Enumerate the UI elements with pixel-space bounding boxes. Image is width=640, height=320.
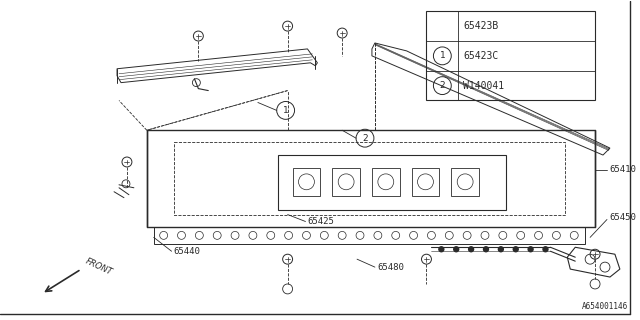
Circle shape bbox=[543, 247, 548, 252]
Circle shape bbox=[528, 247, 533, 252]
Text: 65440: 65440 bbox=[173, 247, 200, 256]
Text: 65410: 65410 bbox=[609, 165, 636, 174]
Bar bbox=[426, 11, 595, 100]
Text: 1: 1 bbox=[283, 106, 289, 115]
Bar bbox=[332, 168, 360, 196]
Circle shape bbox=[513, 247, 518, 252]
Bar bbox=[451, 168, 479, 196]
Text: A654001146: A654001146 bbox=[582, 302, 628, 311]
Text: 2: 2 bbox=[440, 81, 445, 90]
Text: 1: 1 bbox=[440, 52, 445, 60]
Bar bbox=[292, 168, 321, 196]
Bar bbox=[412, 168, 440, 196]
Text: 65425: 65425 bbox=[307, 217, 334, 226]
Circle shape bbox=[483, 247, 488, 252]
Text: 65450: 65450 bbox=[609, 213, 636, 222]
Text: W140041: W140041 bbox=[463, 81, 504, 91]
Circle shape bbox=[499, 247, 503, 252]
Circle shape bbox=[454, 247, 459, 252]
Bar bbox=[372, 168, 400, 196]
Circle shape bbox=[468, 247, 474, 252]
Text: 2: 2 bbox=[362, 134, 368, 143]
Text: 65423B: 65423B bbox=[463, 21, 499, 31]
Circle shape bbox=[439, 247, 444, 252]
Text: 65480: 65480 bbox=[377, 263, 404, 272]
Text: 65423C: 65423C bbox=[463, 51, 499, 61]
Text: FRONT: FRONT bbox=[84, 257, 114, 277]
